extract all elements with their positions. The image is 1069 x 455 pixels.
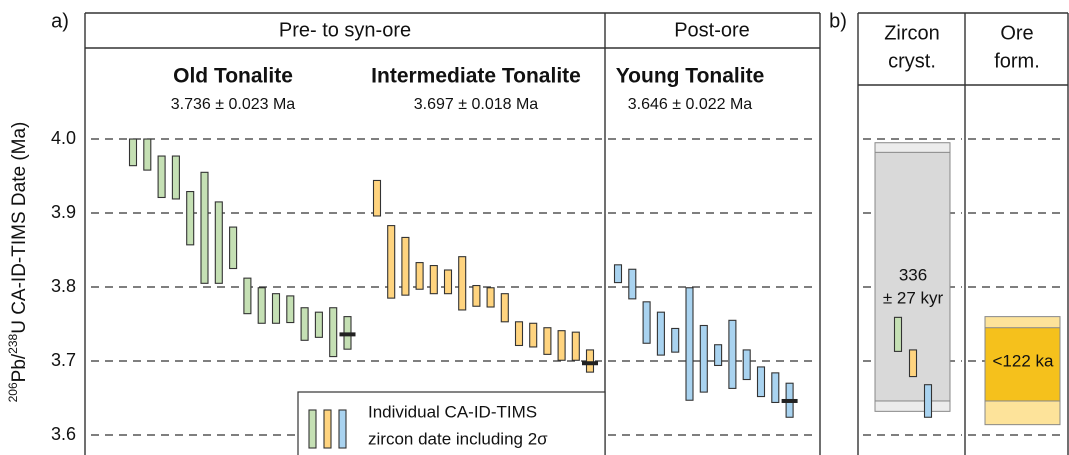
y-tick-label: 3.8: [51, 276, 76, 296]
error-bar: [200, 171, 209, 284]
error-bar: [429, 265, 438, 295]
error-bar: [300, 307, 309, 341]
mean-bar: [893, 316, 903, 352]
error-bar: [186, 191, 195, 246]
error-bar: [329, 307, 338, 358]
legend-text: zircon date including 2σ: [368, 429, 548, 448]
error-bar: [771, 372, 780, 404]
column-header: Ore: [1000, 22, 1033, 44]
duration-label: <122 ka: [993, 351, 1055, 370]
error-bar: [714, 344, 723, 367]
error-bar: [401, 236, 410, 296]
y-tick-label: 4.0: [51, 128, 76, 148]
error-bar: [372, 179, 382, 217]
error-bar: [314, 311, 323, 338]
error-bar: [257, 287, 266, 324]
header: Pre- to syn-ore: [279, 19, 411, 41]
legend-text: Individual CA-ID-TIMS: [368, 402, 537, 421]
error-bar: [286, 295, 295, 324]
group-name: Intermediate Tonalite: [371, 65, 581, 88]
error-bar: [458, 256, 467, 311]
error-bar: [229, 226, 238, 270]
header: Post-ore: [674, 19, 750, 41]
error-bar: [756, 366, 766, 398]
error-bar: [243, 277, 252, 315]
y-label-part: 206: [6, 382, 20, 402]
y-label-part: U CA-ID-TIMS Date (Ma): [9, 122, 30, 334]
error-bar: [557, 330, 566, 361]
column-header: form.: [994, 50, 1040, 72]
panel-label: b): [829, 10, 847, 32]
duration-label: 336: [899, 265, 927, 284]
error-bar: [472, 284, 481, 307]
error-bar: [728, 319, 737, 389]
legend-swatch: [323, 409, 332, 449]
group-age: 3.646 ± 0.022 Ma: [628, 96, 753, 113]
group-age: 3.736 ± 0.023 Ma: [171, 96, 296, 113]
error-bar: [685, 287, 694, 401]
mean-bar: [908, 349, 918, 378]
error-bar: [128, 138, 138, 167]
error-bar: [613, 264, 623, 284]
column-header: cryst.: [888, 50, 936, 72]
error-bar: [585, 349, 595, 373]
error-bar: [486, 287, 495, 308]
y-label-part: Pb/: [9, 353, 30, 382]
error-bar: [171, 155, 180, 200]
ore-formation-inner: [984, 327, 1061, 402]
error-bar: [656, 311, 665, 356]
mean-bar: [923, 384, 933, 418]
error-bar: [271, 293, 281, 324]
error-bar: [500, 293, 509, 323]
error-bar: [214, 201, 223, 284]
weighted-mean: [582, 361, 598, 366]
y-axis-label: 206Pb/238U CA-ID-TIMS Date (Ma): [6, 122, 30, 403]
y-tick-label: 3.7: [51, 350, 76, 370]
y-tick-label: 3.6: [51, 424, 76, 444]
panel-label: a): [51, 10, 69, 32]
y-label-part: 238: [6, 333, 20, 353]
duration-label: ± 27 kyr: [883, 288, 944, 307]
group-name: Old Tonalite: [173, 65, 293, 88]
error-bar: [415, 262, 424, 290]
error-bar: [157, 155, 166, 199]
panel-frames: [84, 12, 1069, 455]
weighted-mean: [339, 332, 356, 337]
group-name: Young Tonalite: [616, 65, 765, 88]
group-age: 3.697 ± 0.018 Ma: [414, 96, 539, 113]
error-bar: [443, 269, 453, 295]
error-bar: [742, 349, 751, 381]
error-bar: [387, 225, 396, 299]
error-bar: [628, 268, 637, 300]
legend-swatch: [308, 409, 317, 449]
weighted-mean: [781, 398, 798, 403]
error-bar: [642, 301, 651, 344]
error-bar: [143, 138, 152, 171]
legend-box: [297, 391, 606, 455]
column-header: Zircon: [884, 22, 940, 44]
y-tick-label: 3.9: [51, 202, 76, 222]
error-bar: [671, 327, 680, 353]
error-bar: [571, 331, 580, 361]
error-bar: [699, 324, 708, 393]
legend-swatch: [338, 409, 347, 449]
error-bar: [543, 327, 552, 355]
error-bar: [514, 321, 524, 347]
error-bar: [529, 322, 538, 348]
